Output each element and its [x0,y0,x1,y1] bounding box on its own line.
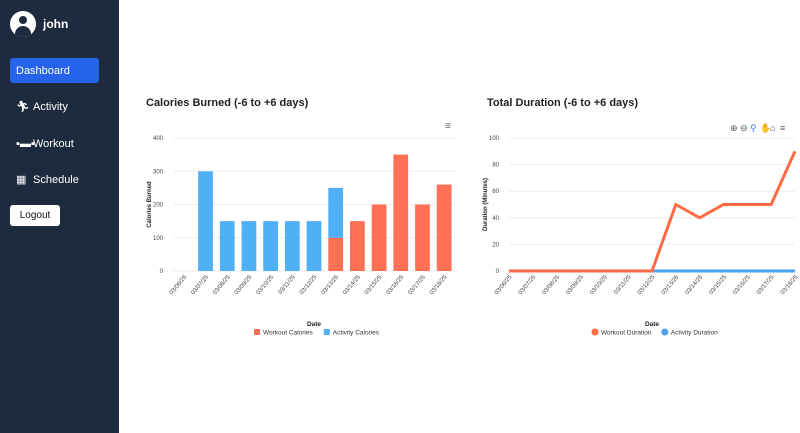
sidebar-item-label: Activity [33,100,68,113]
bar [241,221,257,271]
x-tick-label: 03/09/25 [234,274,254,296]
x-tick-label: 03/18/25 [429,274,449,296]
search-zoom-icon[interactable]: ⚲ [750,123,757,133]
legend-item[interactable]: Workout Duration [601,330,652,337]
zoom-in-icon[interactable]: ⊕ [730,123,738,133]
x-tick-label: 03/11/25 [278,274,298,296]
bar [263,221,278,271]
legend-marker [323,329,330,335]
x-tick-label: 03/09/25 [565,274,585,296]
y-tick-label: 0 [496,269,500,275]
y-tick-label: 60 [492,189,499,195]
duration-chart-title: Total Duration (-6 to +6 days) [487,97,639,109]
sidebar: john Dashboard 🏃︎ Activity ▪▬▪ Workout ▦ Sc… [0,0,119,433]
x-tick-label: 03/08/25 [212,274,232,296]
x-tick-label: 03/11/25 [613,274,633,296]
x-tick-label: 03/18/25 [780,274,800,296]
legend-marker [661,328,669,336]
legend-item[interactable]: Activity Duration [671,330,718,337]
sidebar-item-label: Dashboard [16,64,70,77]
y-tick-label: 400 [153,136,164,142]
legend-marker [591,328,599,336]
duration-chart: 0 20 40 60 80 100 03/06/25 03/07/25 03/08/25 03/0… [483,122,800,337]
running-icon: 🏃︎ [16,101,30,113]
x-tick-label: 03/06/25 [494,274,514,296]
bar [306,221,322,271]
menu-icon[interactable]: ≡ [445,121,451,132]
x-tick-label: 03/17/25 [756,274,776,296]
logout-button[interactable]: Logout [10,205,60,226]
sidebar-item-workout[interactable]: ▪▬▪ Workout [10,131,99,156]
x-tick-label: 03/15/25 [364,274,384,296]
bar [371,204,387,271]
bar [328,187,344,238]
calories-chart-title: Calories Burned (-6 to +6 days) [146,97,309,109]
x-tick-label: 03/17/25 [407,274,427,296]
y-tick-label: 100 [489,136,500,142]
series-line [509,150,797,273]
dumbbell-icon: ▪▬▪ [16,137,35,150]
sidebar-item-activity[interactable]: 🏃︎ Activity [10,94,99,119]
bar [415,204,430,271]
bar [328,237,344,271]
y-tick-label: 40 [492,216,499,222]
x-tick-label: 03/07/25 [518,274,538,296]
legend-item[interactable]: Activity Calories [333,330,380,337]
avatar [10,11,36,37]
sidebar-item-schedule[interactable]: ▦ Schedule [10,167,99,192]
x-tick-label: 03/10/25 [256,274,276,296]
y-axis-title: Calories Burned [147,181,153,228]
x-tick-label: 03/14/25 [685,274,705,296]
x-tick-label: 03/12/25 [637,274,657,296]
y-tick-label: 0 [160,269,164,275]
y-tick-label: 100 [153,236,164,242]
menu-icon[interactable]: ≡ [780,123,785,133]
x-axis-title: Date [307,321,321,328]
x-tick-label: 03/13/25 [661,274,681,296]
x-tick-label: 03/10/25 [589,274,609,296]
bar [284,221,300,271]
x-tick-label: 03/13/25 [321,274,341,296]
x-tick-label: 03/15/25 [708,274,728,296]
x-tick-label: 03/07/25 [190,274,210,296]
y-axis-title: Duration (Minutes) [483,178,489,231]
x-tick-label: 03/06/25 [169,274,189,296]
sidebar-item-dashboard[interactable]: Dashboard [10,58,99,83]
y-tick-label: 80 [492,163,499,169]
x-tick-label: 03/12/25 [299,274,319,296]
y-tick-label: 20 [492,242,499,248]
x-tick-label: 03/16/25 [732,274,752,296]
user-profile: john [10,11,68,37]
calendar-icon: ▦ [16,174,27,186]
x-axis-title: Date [645,321,659,328]
bar [436,184,452,271]
bar [393,154,409,271]
x-tick-label: 03/16/25 [386,274,406,296]
bar [219,221,235,271]
bar [350,221,365,271]
x-tick-label: 03/14/25 [342,274,362,296]
legend-item[interactable]: Workout Calories [263,330,313,337]
x-tick-label: 03/08/25 [542,274,562,296]
home-icon[interactable]: ⌂ [770,123,775,133]
zoom-out-icon[interactable]: ⊖ [740,123,748,133]
sidebar-item-label: Schedule [33,173,79,186]
y-tick-label: 300 [153,169,164,175]
y-tick-label: 200 [153,203,164,209]
sidebar-item-label: Workout [33,137,74,150]
username: john [43,17,69,31]
legend-marker [254,329,260,335]
pan-hand-icon[interactable]: ✋ [760,122,771,133]
bar [198,171,213,271]
